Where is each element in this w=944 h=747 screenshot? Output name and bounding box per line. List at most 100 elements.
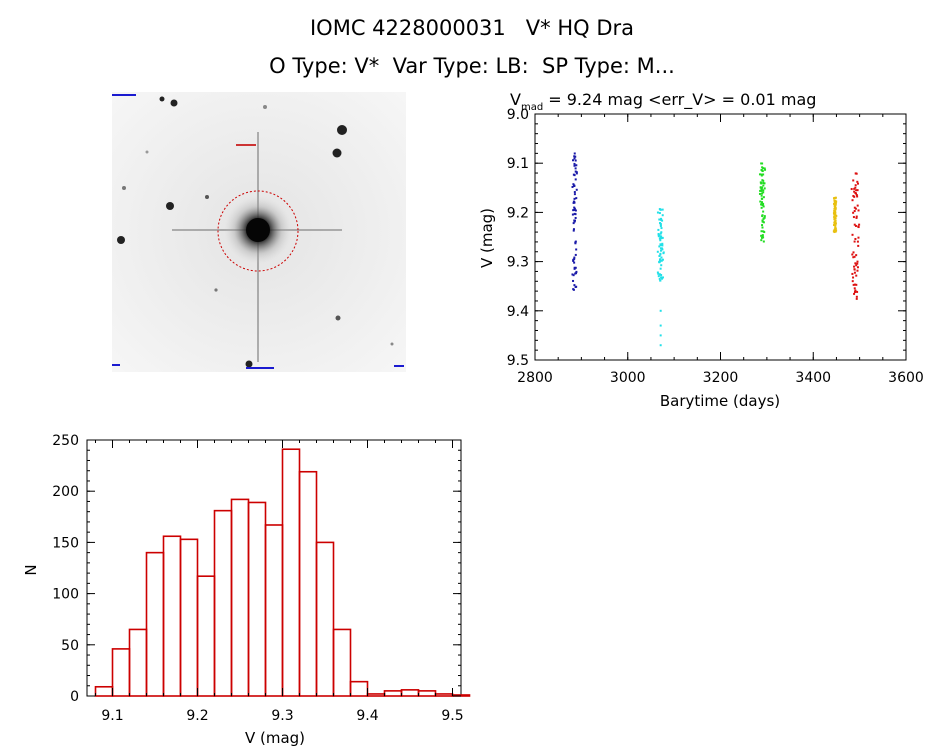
- lc-point-series-1: [573, 155, 576, 158]
- lc-point-series-2: [662, 251, 665, 254]
- lc-point-series-2: [659, 267, 662, 270]
- x-tick-label: 3000: [610, 370, 646, 386]
- lc-point-series-2: [659, 344, 662, 347]
- lc-point-series-2: [657, 235, 660, 238]
- lc-point-series-4: [833, 223, 836, 226]
- lc-point-series-3: [762, 230, 765, 233]
- histogram-bar: [383, 690, 403, 697]
- lc-point-series-3: [762, 179, 765, 182]
- lc-point-series-1: [574, 167, 577, 170]
- lc-point-series-1: [573, 284, 576, 287]
- y-tick-label: 9.0: [507, 107, 529, 123]
- histogram-bar: [128, 628, 148, 697]
- lc-point-series-5: [852, 211, 855, 214]
- lc-point-series-5: [856, 195, 859, 198]
- lc-point-series-2: [659, 259, 662, 262]
- y-tick-label: 9.2: [507, 205, 529, 221]
- lc-point-series-3: [762, 167, 765, 170]
- target-circle: [217, 190, 299, 272]
- lc-point-series-2: [661, 244, 664, 247]
- lc-point-series-1: [571, 213, 574, 216]
- image-labels: [112, 94, 404, 369]
- lc-point-series-5: [853, 287, 856, 290]
- x-tick-label: 3600: [888, 370, 924, 386]
- lc-point-series-1: [573, 267, 576, 270]
- lc-point-series-2: [659, 249, 662, 252]
- lc-point-series-1: [572, 259, 575, 262]
- light-curve-ylabel: V (mag): [478, 208, 496, 268]
- lc-point-series-5: [856, 204, 859, 207]
- lc-point-series-1: [573, 256, 576, 259]
- histogram-bar: [298, 470, 318, 697]
- lc-point-series-2: [659, 208, 662, 211]
- lc-point-series-5: [856, 262, 859, 265]
- lc-point-series-5: [853, 187, 856, 190]
- lc-point-series-5: [851, 253, 854, 256]
- lc-point-series-2: [659, 232, 662, 235]
- lc-point-series-5: [853, 210, 856, 213]
- lc-point-series-5: [854, 237, 857, 240]
- lc-point-series-5: [853, 292, 856, 295]
- lc-point-series-2: [659, 224, 662, 227]
- lc-point-series-1: [574, 213, 577, 216]
- lc-point-series-4: [835, 214, 838, 217]
- lc-point-series-5: [857, 209, 860, 212]
- lc-point-series-5: [854, 283, 857, 286]
- lc-point-series-1: [573, 193, 576, 196]
- lc-point-series-3: [759, 200, 762, 203]
- lc-point-series-5: [856, 260, 859, 263]
- lc-point-series-5: [856, 266, 859, 269]
- light-curve-plot-frame: [534, 113, 907, 361]
- lc-point-series-4: [834, 200, 837, 203]
- lc-point-series-5: [853, 265, 856, 268]
- lc-point-series-5: [852, 216, 855, 219]
- lc-point-series-3: [760, 230, 763, 233]
- lc-point-series-4: [834, 213, 837, 216]
- lc-point-series-3: [760, 197, 763, 200]
- lc-point-series-3: [760, 186, 763, 189]
- y-tick-label: 9.3: [507, 255, 529, 271]
- lc-point-series-2: [659, 247, 662, 250]
- y-tick-label: 9.5: [507, 353, 529, 369]
- lc-point-series-1: [575, 164, 578, 167]
- lc-point-series-3: [760, 173, 763, 176]
- lc-point-series-2: [656, 271, 659, 274]
- lc-point-series-3: [763, 187, 766, 190]
- lc-point-series-1: [574, 219, 577, 222]
- lc-point-series-2: [660, 218, 663, 221]
- lc-point-series-5: [856, 290, 859, 293]
- lc-point-series-3: [762, 184, 765, 187]
- lc-point-series-3: [762, 221, 765, 224]
- histogram-bar: [94, 685, 114, 697]
- histogram-bar: [434, 693, 454, 697]
- target-label: [236, 144, 256, 146]
- lc-point-series-4: [834, 227, 837, 230]
- lc-point-series-4: [834, 230, 837, 233]
- lc-point-series-1: [573, 257, 576, 260]
- lc-point-series-4: [834, 196, 837, 199]
- lc-point-series-2: [658, 212, 661, 215]
- lc-point-series-5: [857, 226, 860, 229]
- lc-point-series-5: [855, 295, 858, 298]
- lc-point-series-4: [833, 210, 836, 213]
- lc-point-series-3: [760, 236, 763, 239]
- lc-point-series-2: [660, 235, 663, 238]
- y-tick-label: 100: [52, 587, 79, 603]
- lc-point-series-5: [855, 189, 858, 192]
- lc-point-series-3: [761, 219, 764, 222]
- lc-point-series-1: [575, 248, 578, 251]
- lc-point-series-4: [835, 229, 838, 232]
- lc-point-series-4: [833, 202, 836, 205]
- lc-point-series-1: [573, 184, 576, 187]
- lc-point-series-2: [658, 273, 661, 276]
- lc-point-series-5: [853, 190, 856, 193]
- lc-point-series-1: [574, 155, 577, 158]
- lc-point-series-2: [660, 273, 663, 276]
- chart-subtitle: O Type: V* Var Type: LB: SP Type: M...: [269, 54, 675, 78]
- chart-title: IOMC 4228000031 V* HQ Dra: [309, 16, 635, 40]
- lc-point-series-1: [571, 273, 574, 276]
- lc-point-series-5: [854, 262, 857, 265]
- histogram-bar: [230, 498, 250, 697]
- lc-point-series-3: [761, 214, 764, 217]
- lc-point-series-3: [760, 182, 763, 185]
